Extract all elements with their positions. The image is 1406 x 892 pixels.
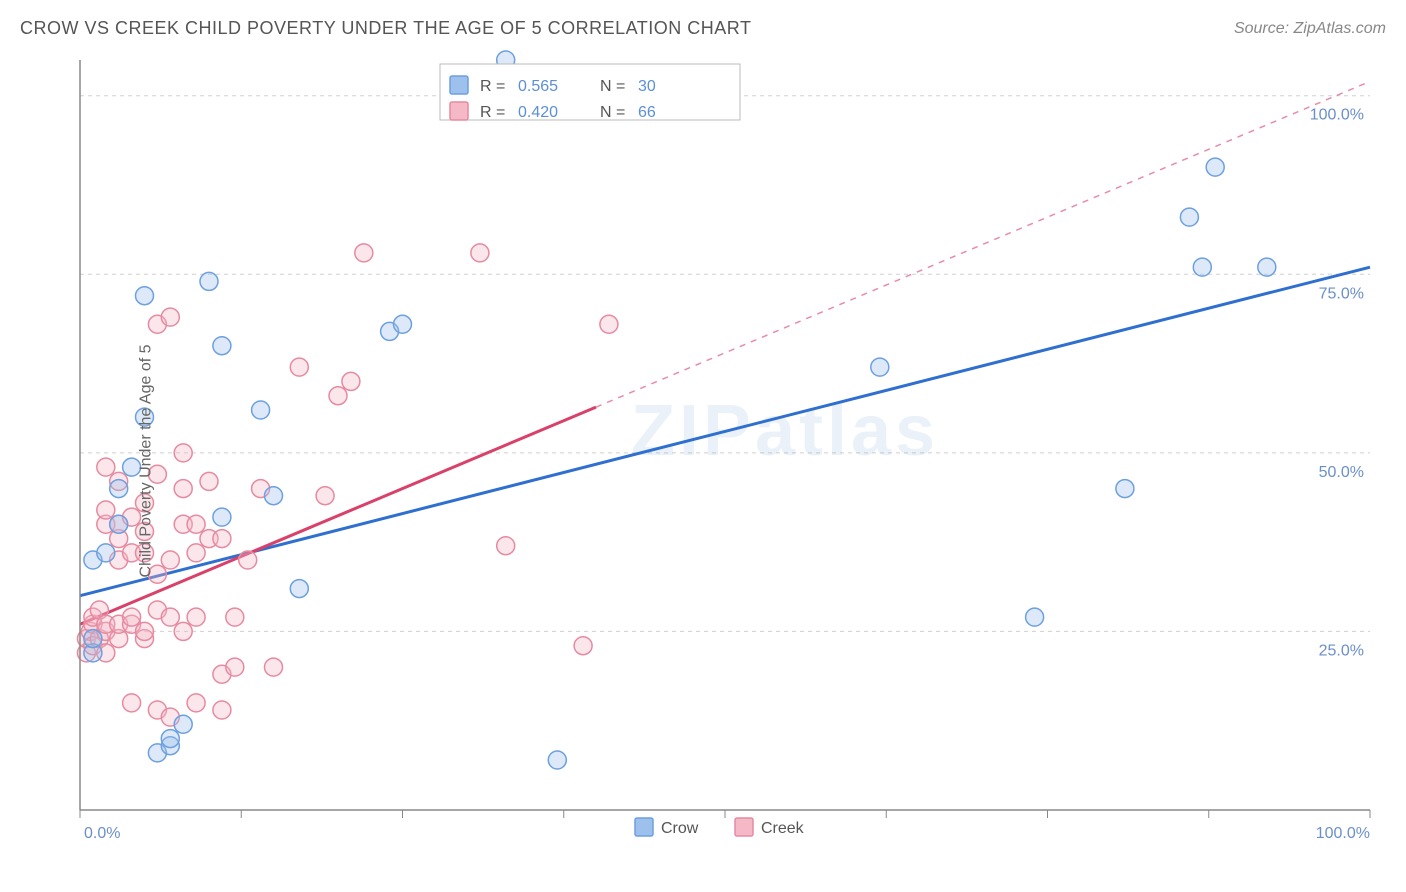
data-point-crow: [200, 272, 218, 290]
data-point-crow: [110, 515, 128, 533]
scatter-chart: 25.0% 50.0% 75.0% 100.0% ZIPatlas 0.0% 100.0% R…: [20, 50, 1386, 872]
data-point-creek: [136, 622, 154, 640]
data-point-creek: [355, 244, 373, 262]
data-point-creek: [161, 608, 179, 626]
data-point-creek: [497, 537, 515, 555]
legend-r-value: 0.420: [518, 104, 558, 121]
data-point-crow: [161, 730, 179, 748]
data-point-creek: [123, 694, 141, 712]
data-point-creek: [265, 658, 283, 676]
legend-n-value: 66: [638, 104, 656, 121]
data-point-creek: [161, 551, 179, 569]
data-point-creek: [174, 444, 192, 462]
data-point-crow: [548, 751, 566, 769]
data-point-crow: [290, 580, 308, 598]
data-point-creek: [213, 701, 231, 719]
data-point-crow: [252, 401, 270, 419]
legend-swatch: [450, 76, 468, 94]
data-point-creek: [471, 244, 489, 262]
data-point-creek: [290, 358, 308, 376]
data-point-crow: [213, 337, 231, 355]
bottom-legend-swatch: [735, 818, 753, 836]
data-point-creek: [342, 372, 360, 390]
bottom-legend-label: Creek: [761, 820, 805, 837]
legend-r-value: 0.565: [518, 78, 558, 95]
data-point-creek: [174, 622, 192, 640]
data-point-crow: [1193, 258, 1211, 276]
legend-r-label: R =: [480, 78, 505, 95]
data-point-creek: [226, 608, 244, 626]
data-point-crow: [1116, 480, 1134, 498]
legend-n-label: N =: [600, 104, 625, 121]
watermark: ZIPatlas: [631, 391, 939, 471]
data-point-crow: [110, 480, 128, 498]
y-tick-label: 75.0%: [1319, 285, 1364, 302]
data-point-creek: [329, 387, 347, 405]
trend-line-dashed-creek: [596, 81, 1370, 407]
data-point-crow: [97, 544, 115, 562]
data-point-creek: [200, 472, 218, 490]
legend-r-label: R =: [480, 104, 505, 121]
y-axis-label: Child Poverty Under the Age of 5: [138, 344, 156, 577]
data-point-crow: [174, 715, 192, 733]
data-point-creek: [574, 637, 592, 655]
legend-n-value: 30: [638, 78, 656, 95]
data-point-crow: [213, 508, 231, 526]
data-point-creek: [161, 308, 179, 326]
bottom-legend-label: Crow: [661, 820, 699, 837]
data-point-creek: [316, 487, 334, 505]
chart-container: Child Poverty Under the Age of 5 25.0% 50…: [20, 50, 1386, 872]
chart-header: CROW VS CREEK CHILD POVERTY UNDER THE AG…: [20, 18, 1386, 39]
x-max-label: 100.0%: [1316, 825, 1370, 842]
y-tick-label: 50.0%: [1319, 464, 1364, 481]
data-point-creek: [226, 658, 244, 676]
trend-line-crow: [80, 267, 1370, 596]
data-point-creek: [239, 551, 257, 569]
data-point-crow: [1206, 158, 1224, 176]
data-point-creek: [174, 480, 192, 498]
data-point-creek: [187, 515, 205, 533]
legend-swatch: [450, 102, 468, 120]
bottom-legend-swatch: [635, 818, 653, 836]
data-point-creek: [123, 608, 141, 626]
data-point-crow: [1258, 258, 1276, 276]
data-point-crow: [394, 315, 412, 333]
data-point-crow: [871, 358, 889, 376]
data-point-creek: [187, 694, 205, 712]
data-point-crow: [136, 287, 154, 305]
trend-line-creek: [80, 407, 596, 624]
data-point-creek: [187, 544, 205, 562]
data-point-creek: [213, 530, 231, 548]
data-point-crow: [265, 487, 283, 505]
y-tick-label: 100.0%: [1310, 107, 1364, 124]
data-point-creek: [97, 458, 115, 476]
data-point-crow: [84, 630, 102, 648]
data-point-crow: [1026, 608, 1044, 626]
y-tick-label: 25.0%: [1319, 642, 1364, 659]
x-min-label: 0.0%: [84, 825, 120, 842]
legend-n-label: N =: [600, 78, 625, 95]
data-point-creek: [187, 608, 205, 626]
chart-source: Source: ZipAtlas.com: [1234, 20, 1386, 38]
data-point-crow: [1180, 208, 1198, 226]
data-point-creek: [97, 501, 115, 519]
chart-title: CROW VS CREEK CHILD POVERTY UNDER THE AG…: [20, 18, 751, 39]
data-point-creek: [600, 315, 618, 333]
